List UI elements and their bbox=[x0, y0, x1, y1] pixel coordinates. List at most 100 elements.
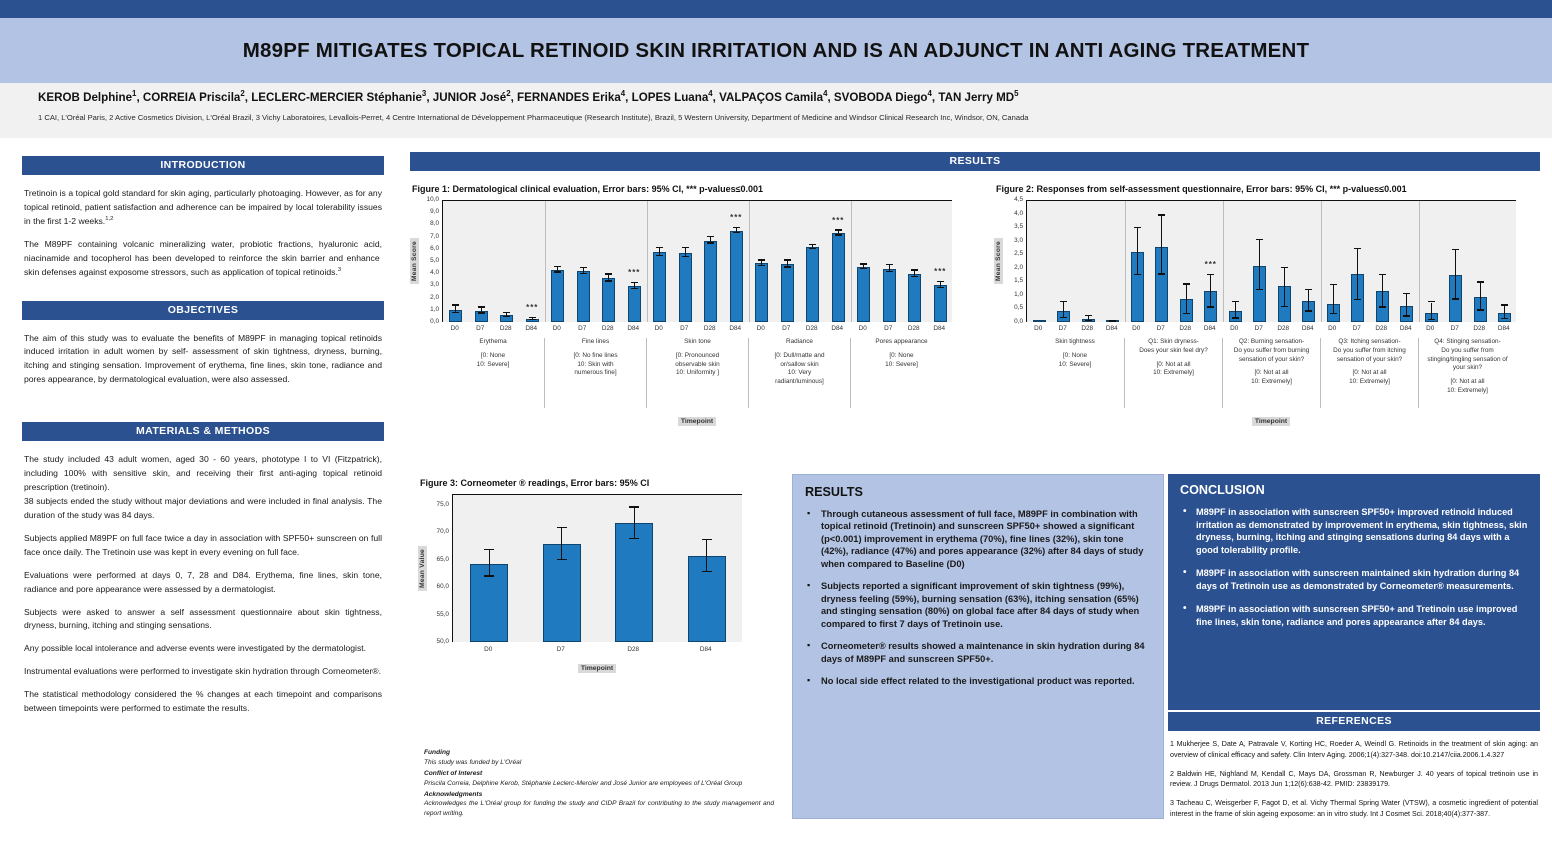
fig3-y-axis-title: Mean Value bbox=[418, 545, 427, 591]
y-tick-label: 9,0 bbox=[430, 208, 439, 216]
bar bbox=[704, 240, 718, 322]
error-bar bbox=[659, 248, 661, 256]
error-bar bbox=[1063, 302, 1065, 318]
error-bar-cap bbox=[701, 570, 712, 572]
error-bar bbox=[914, 270, 916, 278]
group-separator bbox=[1223, 201, 1224, 322]
y-tick-label: 7,0 bbox=[430, 232, 439, 240]
group-separator bbox=[545, 201, 546, 322]
x-tick-label: D84 bbox=[1399, 325, 1412, 332]
error-bar bbox=[557, 267, 559, 273]
x-tick-label: D84 bbox=[627, 325, 640, 332]
acknowledgments-header: Acknowledgments bbox=[424, 790, 483, 798]
x-tick-label: D0 bbox=[1230, 325, 1239, 332]
figure-1-block: Figure 1: Dermatological clinical evalua… bbox=[410, 184, 976, 428]
error-bar-cap bbox=[1207, 306, 1215, 308]
introduction-body: Tretinoin is a topical gold standard for… bbox=[22, 175, 384, 293]
fig2-host-plot-area: *** bbox=[1026, 200, 1516, 322]
error-bar bbox=[608, 274, 610, 282]
significance-marker: *** bbox=[934, 267, 947, 277]
x-tick-label: D0 bbox=[484, 646, 493, 653]
results-bullet-item: Through cutaneous assessment of full fac… bbox=[805, 507, 1151, 570]
y-tick-label: 1,5 bbox=[1014, 277, 1023, 285]
error-bar-cap bbox=[1427, 318, 1435, 320]
x-tick-label: D7 bbox=[1254, 325, 1263, 332]
x-tick-label: D84 bbox=[1497, 325, 1510, 332]
funding-text: This study was funded by L'Oréal bbox=[424, 758, 522, 766]
error-bar-cap bbox=[1182, 312, 1190, 314]
y-tick-label: 50,0 bbox=[436, 638, 449, 645]
materials-paragraph-7: Instrumental evaluations were performed … bbox=[24, 666, 381, 677]
bar bbox=[882, 268, 896, 322]
error-bar bbox=[1332, 285, 1334, 314]
error-bar-cap bbox=[452, 311, 460, 314]
error-bar-cap bbox=[605, 280, 613, 282]
group-label: Q3: Itching sensation- Do you suffer from… bbox=[1320, 338, 1418, 408]
x-tick-label: D0 bbox=[552, 325, 561, 332]
error-bar-cap bbox=[484, 548, 495, 550]
conflict-of-interest-header: Conflict of Interest bbox=[424, 769, 483, 777]
error-bar-cap bbox=[452, 304, 460, 306]
y-tick-label: 2,0 bbox=[1014, 263, 1023, 271]
x-tick-label: D7 bbox=[680, 325, 689, 332]
y-tick-label: 70,0 bbox=[436, 528, 449, 536]
x-tick-label: D0 bbox=[654, 325, 663, 332]
error-bar bbox=[1479, 282, 1481, 311]
x-tick-label: D84 bbox=[1203, 325, 1216, 332]
error-bar-cap bbox=[758, 264, 766, 267]
x-tick-label: D84 bbox=[729, 325, 742, 332]
section-header-objectives: OBJECTIVES bbox=[22, 300, 384, 320]
error-bar-cap bbox=[885, 270, 893, 273]
x-tick-label: D84 bbox=[525, 325, 538, 332]
error-bar bbox=[1308, 290, 1310, 312]
error-bar-cap bbox=[554, 265, 562, 268]
group-separator bbox=[1419, 201, 1420, 322]
error-bar-cap bbox=[911, 276, 919, 278]
error-bar-cap bbox=[701, 538, 712, 541]
group-label: Q4: Stinging sensation- Do you suffer fro… bbox=[1418, 338, 1516, 408]
figure-3-chart: Mean Value 75,0 70,0 65,0 60,0 55,0 50,0 D0 D7 D2… bbox=[418, 494, 778, 675]
materials-paragraph-5: Subjects were asked to answer a self ass… bbox=[24, 606, 382, 631]
introduction-paragraph-1: Tretinoin is a topical gold standard for… bbox=[24, 188, 382, 226]
error-bar-cap bbox=[1084, 314, 1092, 317]
error-bar bbox=[684, 248, 686, 258]
error-bar-cap bbox=[1256, 238, 1264, 241]
error-bar-cap bbox=[556, 559, 567, 561]
materials-paragraph-3: Subjects applied M89PF on full face twic… bbox=[24, 532, 382, 557]
group-separator bbox=[1321, 201, 1322, 322]
y-tick-label: 1,0 bbox=[1014, 290, 1023, 298]
error-bar-cap bbox=[477, 312, 485, 314]
y-tick-label: 75,0 bbox=[436, 500, 449, 508]
bar bbox=[755, 263, 769, 322]
group-label: Q1: Skin dryness- Does your skin feel dry… bbox=[1124, 338, 1222, 408]
bar bbox=[602, 278, 616, 322]
fig3-plot-area bbox=[452, 494, 742, 642]
error-bar-cap bbox=[629, 537, 640, 539]
bar bbox=[576, 271, 590, 322]
group-label: Skin tightness [0: None 10: Severe] bbox=[1055, 338, 1095, 368]
bar bbox=[653, 252, 667, 322]
error-bar-cap bbox=[503, 311, 511, 314]
y-tick-label: 4,0 bbox=[430, 269, 439, 277]
error-bar-cap bbox=[1256, 288, 1264, 291]
error-bar-cap bbox=[1280, 267, 1288, 269]
fig2-host-y-axis-title: Mean Score bbox=[994, 237, 1003, 284]
error-bar bbox=[1381, 275, 1383, 308]
error-bar-cap bbox=[911, 269, 919, 271]
error-bar-cap bbox=[732, 231, 740, 233]
error-bar-cap bbox=[1452, 248, 1460, 250]
x-tick-label: D28 bbox=[601, 325, 614, 332]
error-bar-cap bbox=[681, 255, 689, 258]
acknowledgments-text: Acknowledges the L'Oréal group for fundi… bbox=[424, 800, 774, 818]
x-tick-label: D84 bbox=[699, 646, 712, 653]
error-bar-cap bbox=[605, 273, 613, 275]
x-tick-label: D0 bbox=[1426, 325, 1435, 332]
error-bar-cap bbox=[1158, 273, 1166, 275]
x-tick-label: D0 bbox=[450, 325, 459, 332]
group-separator bbox=[647, 201, 648, 322]
group-label: Q2: Burning sensation- Do you suffer from… bbox=[1222, 338, 1320, 408]
error-bar bbox=[1406, 294, 1408, 317]
materials-text-2: 38 subjects ended the study without majo… bbox=[24, 495, 382, 520]
materials-paragraph-4: Evaluations were performed at days 0, 7,… bbox=[24, 569, 382, 594]
error-bar-cap bbox=[1182, 283, 1190, 285]
